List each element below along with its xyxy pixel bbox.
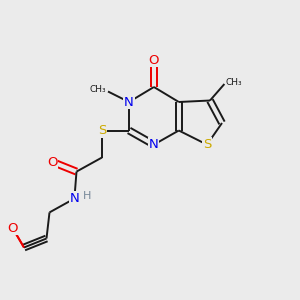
Text: CH₃: CH₃ bbox=[90, 85, 106, 94]
Text: S: S bbox=[98, 124, 106, 137]
Text: N: N bbox=[124, 95, 134, 109]
Text: N: N bbox=[70, 192, 79, 205]
Text: N: N bbox=[149, 138, 159, 151]
Text: CH₃: CH₃ bbox=[226, 78, 242, 87]
Text: O: O bbox=[8, 221, 18, 235]
Text: O: O bbox=[47, 155, 58, 169]
Text: O: O bbox=[149, 53, 159, 67]
Text: H: H bbox=[83, 191, 91, 201]
Text: S: S bbox=[203, 138, 211, 151]
